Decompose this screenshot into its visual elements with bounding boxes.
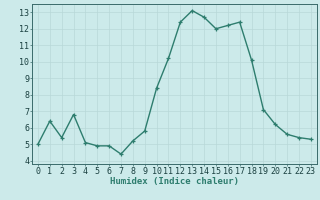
X-axis label: Humidex (Indice chaleur): Humidex (Indice chaleur) (110, 177, 239, 186)
